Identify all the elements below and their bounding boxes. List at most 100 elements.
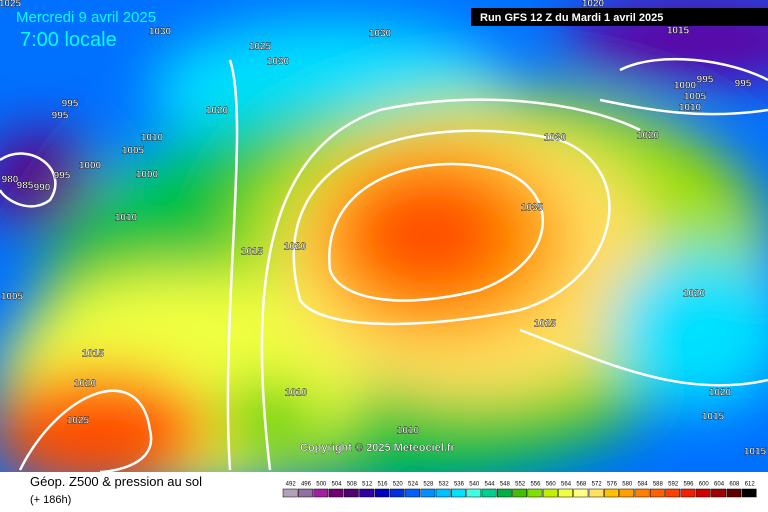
scale-cell	[542, 488, 558, 498]
isobar-label: 1020	[709, 388, 732, 399]
scale-cell	[695, 488, 711, 498]
scale-cell	[435, 488, 451, 498]
isobar-label: 1005	[122, 146, 145, 157]
scale-label: 544	[485, 482, 496, 488]
scale-label: 552	[515, 482, 526, 488]
scale-label: 612	[745, 482, 756, 488]
scale-label: 516	[377, 482, 388, 488]
isobar-label: 1000	[674, 81, 697, 92]
scale-cell	[665, 488, 681, 498]
isobar-label: 995	[52, 111, 69, 122]
time: 7:00 locale	[20, 29, 117, 51]
run-text: Run GFS 12 Z du Mardi 1 avril 2025	[480, 12, 663, 24]
scale-cell	[741, 488, 757, 498]
scale-cell	[512, 488, 528, 498]
scale-cell	[573, 488, 589, 498]
scale-cell	[680, 488, 696, 498]
scale-label: 564	[561, 482, 572, 488]
isobar-label: 995	[62, 99, 79, 110]
isobar-label: 1015	[702, 412, 725, 423]
scale-cell	[420, 488, 436, 498]
scale-label: 576	[607, 482, 618, 488]
scale-cell	[711, 488, 726, 498]
scale-label: 532	[439, 482, 450, 488]
isobar-label: 1015	[667, 26, 690, 37]
scale-label: 508	[347, 482, 358, 488]
isobar-label: 1010	[285, 388, 308, 399]
scale-label: 540	[469, 482, 480, 488]
isobar-label: 1000	[136, 170, 159, 181]
isobar-label: 995	[735, 79, 752, 90]
scale-label: 548	[500, 482, 511, 488]
scale-cell	[527, 488, 543, 498]
scale-cell	[405, 488, 420, 498]
isobar-label: 1000	[79, 161, 102, 172]
scale-label: 504	[332, 482, 343, 488]
scale-cell	[619, 488, 635, 498]
isobar-label: 985	[17, 181, 34, 192]
copyright: Copyright © 2025 Meteociel.fr	[300, 442, 456, 454]
scale-label: 500	[316, 482, 327, 488]
scale-label: 584	[638, 482, 649, 488]
scale-cell	[282, 488, 298, 498]
scale-cell	[451, 488, 466, 498]
scale-cell	[374, 488, 390, 498]
isobar-label: 980	[2, 175, 19, 186]
isobar-label: 1010	[115, 213, 138, 224]
scale-label: 512	[362, 482, 373, 488]
scale-cell	[481, 488, 497, 498]
scale-label: 588	[653, 482, 664, 488]
scale-cell	[313, 488, 329, 498]
footer-title: Géop. Z500 & pression au sol	[30, 474, 202, 489]
isobar-label: 995	[54, 171, 71, 182]
scale-cell	[588, 488, 604, 498]
scale-cell	[359, 488, 375, 498]
isobar-label: 995	[697, 75, 714, 86]
isobar-label: 1020	[284, 242, 307, 253]
isobar-label: 1025	[67, 416, 90, 427]
scale-cell	[649, 488, 665, 498]
scale-label: 568	[576, 482, 587, 488]
isobar-label: 1005	[684, 92, 707, 103]
scale-label: 600	[699, 482, 710, 488]
isobar-label: 1030	[267, 57, 290, 68]
isobar-label: 1025	[249, 42, 272, 53]
isobar-label: 1015	[241, 247, 264, 258]
isobar-label: 1020	[683, 289, 706, 300]
scale-cell	[604, 488, 619, 498]
isobar-label: 1030	[149, 27, 172, 38]
date: Mercredi 9 avril 2025	[16, 9, 156, 26]
scale-label: 560	[546, 482, 557, 488]
isobar-label: 1015	[744, 447, 767, 458]
isobar-label: 1010	[141, 133, 164, 144]
isobar-label: 1020	[206, 106, 229, 117]
isobar-label: 1030	[369, 29, 392, 40]
scale-label: 496	[301, 482, 312, 488]
isobar-label: 1020	[582, 0, 605, 10]
scale-label: 592	[668, 482, 679, 488]
run-box	[471, 8, 768, 26]
scale-label: 528	[423, 482, 434, 488]
scale-cell	[496, 488, 512, 498]
scale-label: 604	[714, 482, 725, 488]
isobar-label: 1010	[397, 426, 420, 437]
isobar-label: 990	[34, 183, 51, 194]
field	[0, 0, 768, 490]
scale-cell	[634, 488, 650, 498]
scale-label: 608	[729, 482, 740, 488]
scale-cell	[343, 488, 359, 498]
scale-cell	[328, 488, 344, 498]
scale-label: 556	[530, 482, 541, 488]
scale-label: 520	[393, 482, 404, 488]
isobar-label: 1025	[534, 319, 557, 330]
isobar-label: 1030	[544, 133, 567, 144]
isobars	[0, 57, 768, 474]
scale-cell	[558, 488, 573, 498]
scale-label: 572	[592, 482, 603, 488]
isobar-label: 1015	[82, 349, 105, 360]
lead-time: (+ 186h)	[30, 494, 71, 506]
isobar-label: 1020	[74, 379, 97, 390]
scale-cell	[726, 488, 742, 498]
